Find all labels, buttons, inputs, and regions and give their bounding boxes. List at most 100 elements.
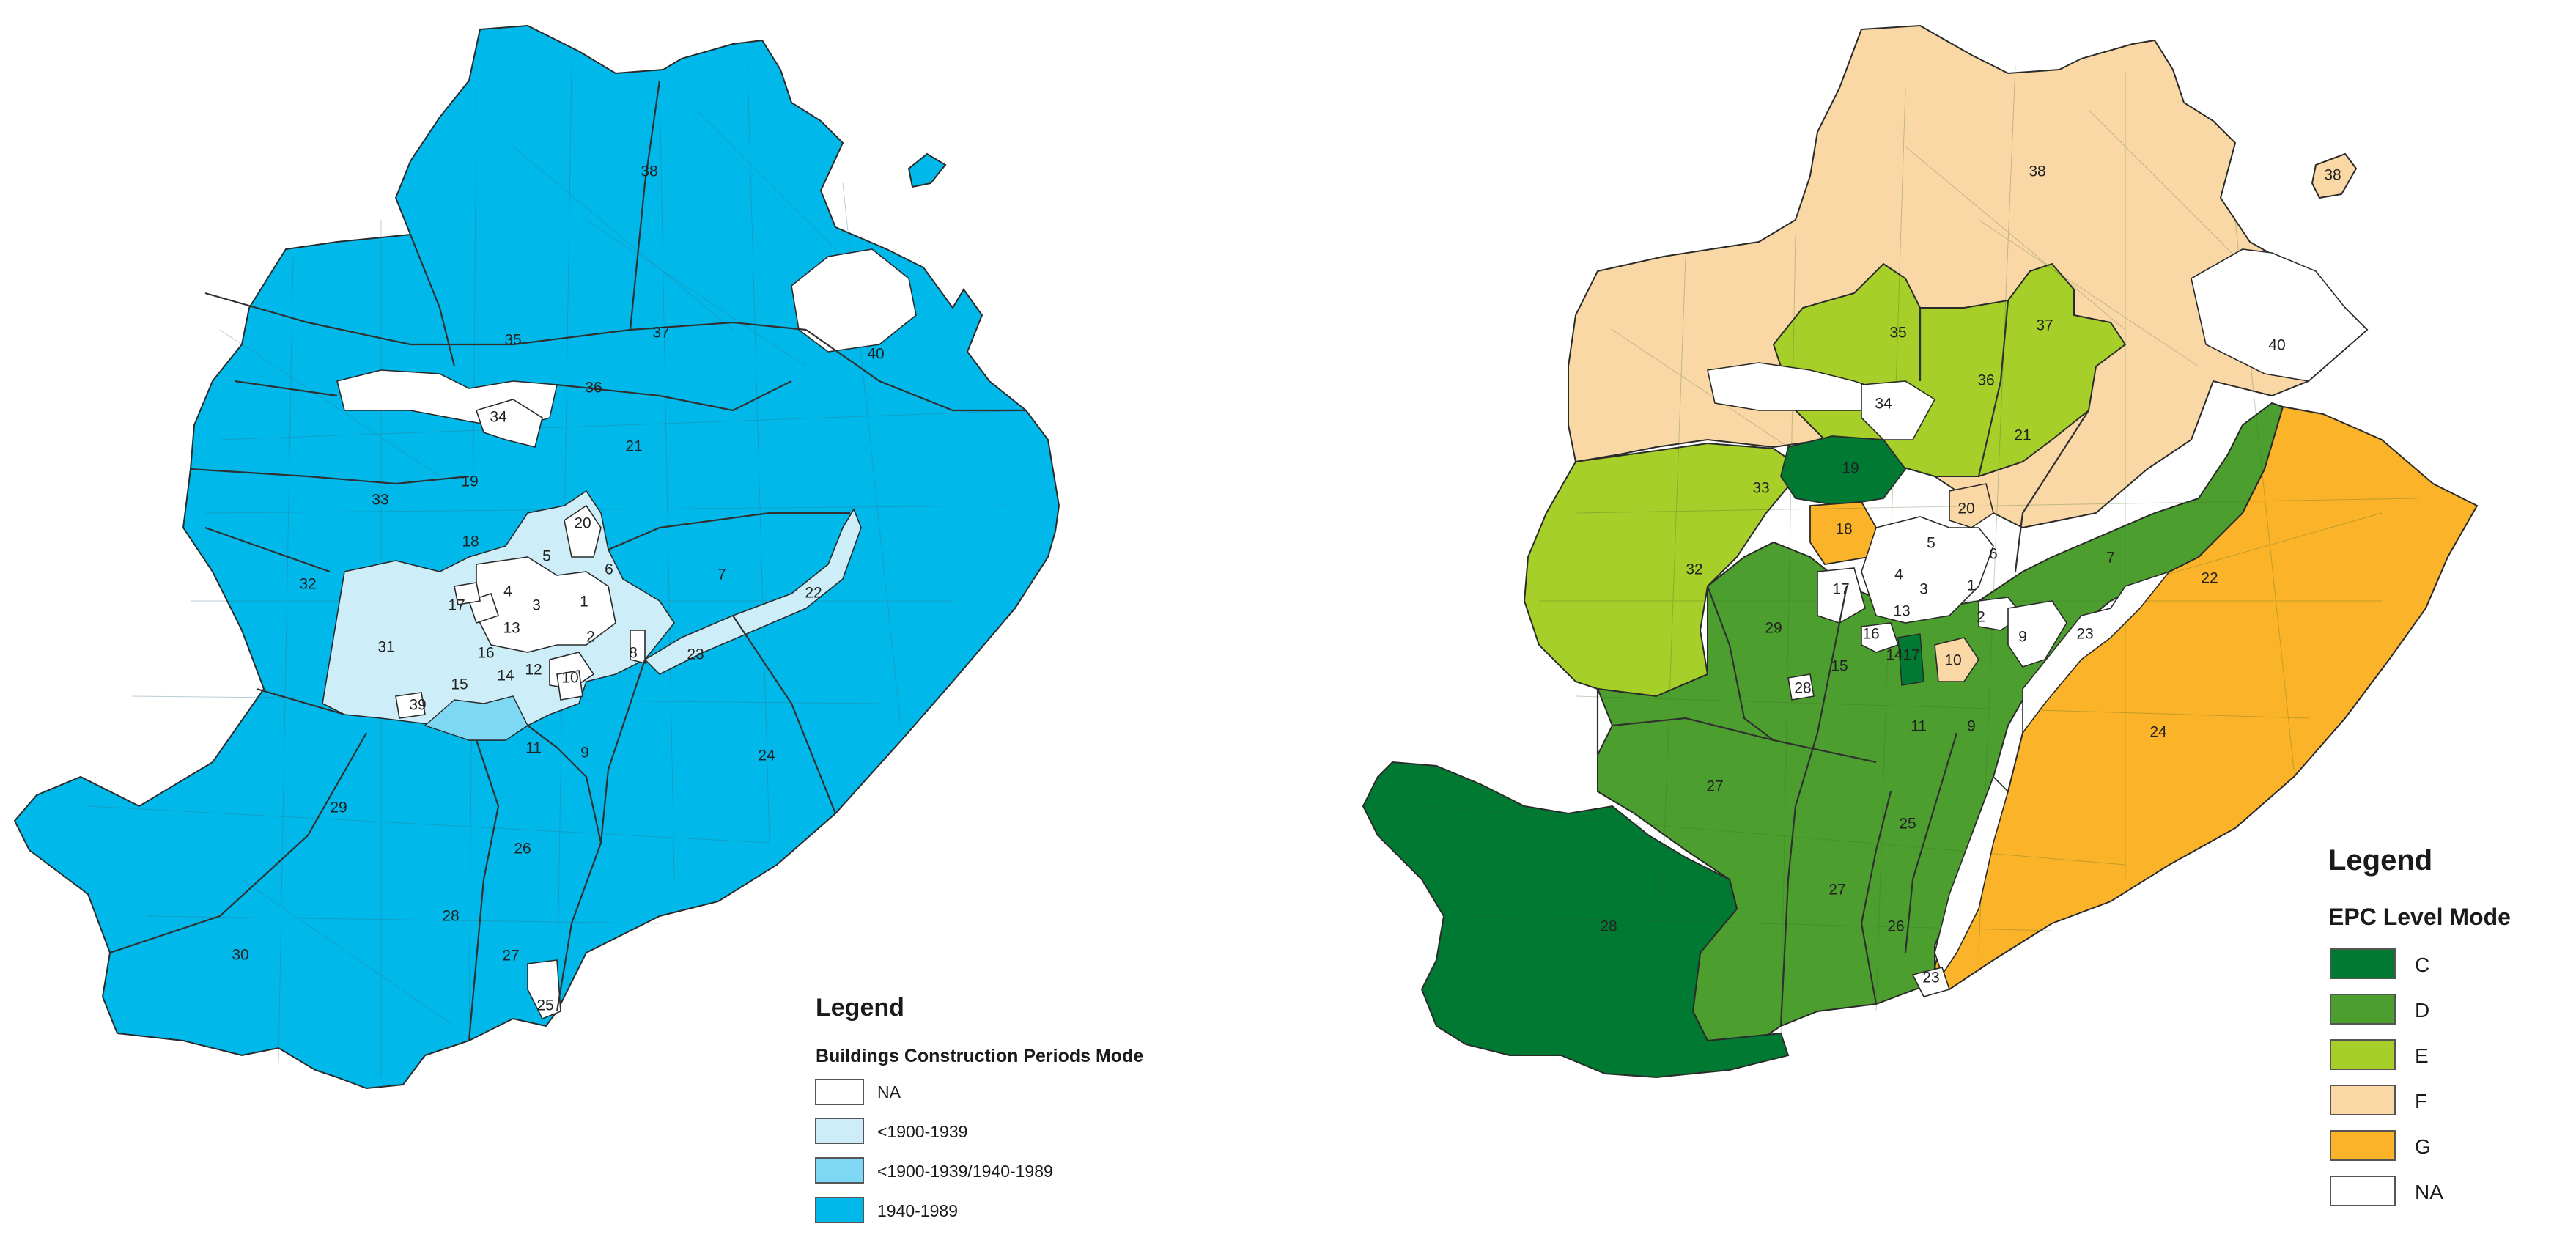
right-label-38: 38	[2029, 163, 2045, 180]
left-label-3: 3	[532, 597, 541, 614]
left-ne-patch	[907, 152, 947, 188]
right-district-labels: 38 38 35 37 40 36 34 21 19 33 20 18 5 6 …	[1600, 163, 2341, 986]
right-label-30b: 28	[1794, 680, 1811, 697]
left-label-29: 29	[330, 800, 347, 816]
right-ne-patch	[2311, 152, 2358, 199]
right-legend-swatch-c	[2330, 948, 2396, 979]
left-label-20: 20	[574, 515, 591, 532]
left-label-15: 15	[451, 676, 468, 693]
left-legend-title: Legend	[816, 994, 904, 1022]
left-legend-label-pre1939: <1900-1939	[877, 1122, 967, 1141]
right-label-7: 7	[2106, 550, 2115, 567]
right-label-21: 21	[2014, 427, 2031, 444]
left-label-7: 7	[717, 567, 726, 583]
right-label-32: 32	[1686, 561, 1702, 578]
left-river-strip	[643, 508, 862, 675]
left-legend-label-mixed: <1900-1939/1940-1989	[877, 1162, 1053, 1181]
right-legend-label-c: C	[2415, 953, 2429, 976]
right-label-14: 14	[1886, 647, 1903, 664]
right-zone-f-10	[1934, 637, 1979, 682]
left-label-8: 8	[629, 645, 638, 662]
right-district-borders	[1596, 300, 2089, 1027]
right-legend-title: Legend	[2328, 844, 2432, 877]
right-zone-e-north	[1772, 262, 2127, 477]
left-label-22: 22	[805, 585, 822, 602]
left-na-areas	[336, 248, 917, 1020]
right-label-4: 4	[1894, 567, 1903, 583]
right-legend-label-na: NA	[2415, 1181, 2443, 1203]
left-district-labels: 38 35 37 40 36 34 21 19 33 20 18 5 6 7 3…	[232, 163, 884, 1014]
right-legend-swatch-e	[2330, 1039, 2396, 1070]
left-label-38: 38	[641, 163, 657, 180]
right-zone-d-south	[1596, 402, 2284, 1057]
left-label-9: 9	[580, 745, 589, 761]
right-zone-c-19	[1780, 435, 1907, 506]
right-label-33: 33	[1752, 480, 1769, 497]
right-label-30: 28	[1600, 918, 1617, 935]
left-label-34: 34	[490, 409, 507, 426]
left-label-10: 10	[561, 670, 578, 687]
right-legend-swatch-g	[2330, 1130, 2396, 1161]
right-label-20: 20	[1957, 501, 1974, 517]
left-label-24: 24	[758, 748, 775, 764]
left-label-23: 23	[687, 646, 704, 663]
left-legend-swatch-1940-1989	[815, 1197, 864, 1223]
right-label-24: 24	[2149, 724, 2167, 741]
left-legend-subtitle: Buildings Construction Periods Mode	[816, 1046, 1143, 1066]
left-legend-label-1940-1989: 1940-1989	[877, 1201, 958, 1220]
right-label-23: 23	[2076, 626, 2093, 643]
right-label-28: 27	[1828, 882, 1845, 898]
left-label-31: 31	[377, 639, 394, 656]
left-legend: Legend Buildings Construction Periods Mo…	[815, 994, 1143, 1223]
right-legend-swatch-f	[2330, 1085, 2396, 1115]
right-zone-c-17	[1897, 633, 1924, 686]
right-label-26: 25	[1899, 816, 1916, 833]
left-label-21: 21	[625, 438, 642, 455]
left-legend-swatch-mixed	[815, 1157, 864, 1184]
left-label-36: 36	[585, 380, 602, 396]
right-legend-swatch-d	[2330, 994, 2396, 1025]
left-centre-mid	[424, 695, 528, 741]
left-label-18: 18	[462, 534, 479, 550]
right-label-9b: 9	[2018, 629, 2027, 646]
left-label-16: 16	[477, 645, 494, 662]
right-legend-subtitle: EPC Level Mode	[2328, 904, 2511, 930]
right-label-15: 15	[1831, 658, 1848, 675]
right-legend-swatch-na	[2330, 1176, 2396, 1206]
right-legend-label-f: F	[2415, 1090, 2427, 1112]
right-zone-f-20	[1949, 483, 1994, 528]
right-legend-label-g: G	[2415, 1135, 2431, 1158]
left-label-32: 32	[299, 576, 316, 593]
right-label-3: 3	[1919, 581, 1928, 598]
right-zone-e-west	[1523, 442, 1804, 698]
right-map: 38 38 35 37 40 36 34 21 19 33 20 18 5 6 …	[1362, 24, 2511, 1206]
right-legend-label-d: D	[2415, 999, 2429, 1022]
right-label-36: 36	[1977, 372, 1994, 389]
left-label-37: 37	[652, 325, 669, 342]
right-label-25: 23	[1922, 970, 1939, 986]
right-label-34: 34	[1875, 396, 1892, 413]
left-label-5: 5	[542, 548, 551, 565]
right-label-1: 1	[1967, 577, 1976, 594]
right-label-37: 37	[2036, 317, 2053, 334]
left-label-40: 40	[867, 346, 884, 363]
right-label-16: 16	[1862, 626, 1879, 643]
right-label-27: 26	[1887, 918, 1904, 935]
left-label-4: 4	[503, 583, 512, 600]
left-legend-swatch-na	[815, 1079, 864, 1105]
left-legend-swatch-pre1939	[815, 1118, 864, 1144]
left-label-28: 28	[442, 908, 459, 925]
left-label-6: 6	[605, 561, 613, 578]
left-label-14: 14	[497, 668, 514, 684]
right-label-35: 35	[1889, 325, 1906, 342]
right-label-17b: 17	[1903, 647, 1919, 664]
left-label-33: 33	[372, 492, 388, 509]
right-label-29: 27	[1706, 778, 1723, 795]
right-label-31: 29	[1765, 620, 1782, 637]
left-label-27: 27	[502, 948, 519, 964]
right-label-18: 18	[1835, 521, 1852, 538]
left-legend-label-na: NA	[877, 1082, 901, 1101]
left-label-35: 35	[504, 332, 521, 349]
right-zone-c-sw	[1362, 761, 1790, 1079]
